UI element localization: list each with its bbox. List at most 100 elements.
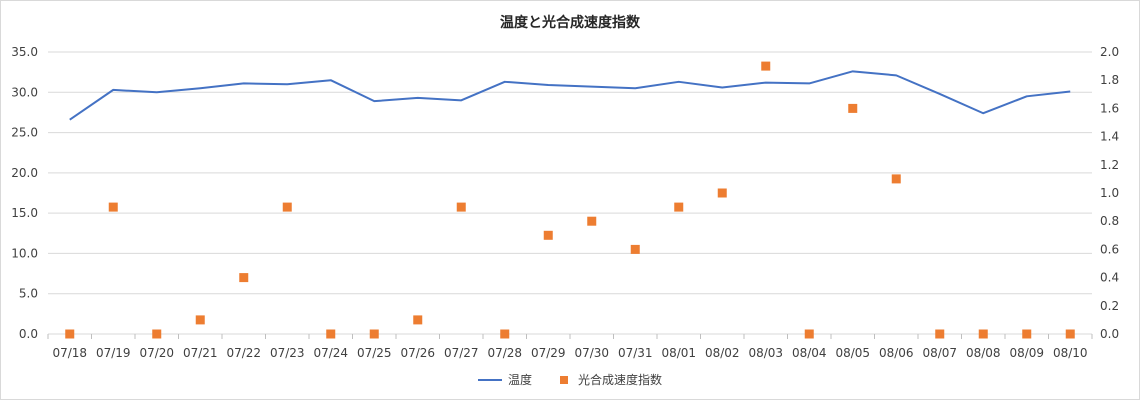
photosynthesis-point bbox=[761, 61, 771, 71]
photosynthesis-point bbox=[848, 103, 858, 113]
temperature-point bbox=[372, 99, 377, 104]
chart-title: 温度と光合成速度指数 bbox=[500, 15, 640, 31]
legend: 温度 光合成速度指数 bbox=[478, 372, 662, 387]
x-tick-label: 07/27 bbox=[444, 346, 479, 360]
x-tick-label: 07/31 bbox=[618, 346, 653, 360]
x-tick-label: 08/07 bbox=[922, 346, 957, 360]
x-tick-label: 08/01 bbox=[661, 346, 696, 360]
y-right-tick-label: 0.2 bbox=[1100, 299, 1119, 313]
temperature-point bbox=[676, 79, 681, 84]
temperature-point bbox=[720, 85, 725, 90]
series bbox=[65, 61, 1075, 339]
photosynthesis-point bbox=[935, 329, 945, 339]
temperature-point bbox=[1068, 89, 1073, 94]
y-left-tick-label: 25.0 bbox=[11, 126, 38, 140]
temperature-point bbox=[198, 86, 203, 91]
x-tick-label: 08/09 bbox=[1009, 346, 1044, 360]
x-tick-label: 07/18 bbox=[52, 346, 87, 360]
y-left-tick-label: 0.0 bbox=[19, 327, 38, 341]
y-left-tick-label: 30.0 bbox=[11, 85, 38, 99]
y-right-tick-label: 1.8 bbox=[1100, 73, 1119, 87]
y-left-tick-label: 35.0 bbox=[11, 45, 38, 59]
temperature-point bbox=[981, 111, 986, 116]
photosynthesis-point bbox=[195, 315, 205, 325]
temperature-point bbox=[850, 69, 855, 74]
temperature-point bbox=[589, 84, 594, 89]
temperature-point bbox=[285, 82, 290, 87]
y-right-tick-label: 1.6 bbox=[1100, 101, 1119, 115]
x-tick-label: 07/28 bbox=[487, 346, 522, 360]
photosynthesis-point bbox=[630, 244, 640, 254]
x-tick-label: 07/25 bbox=[357, 346, 392, 360]
photosynthesis-point bbox=[891, 174, 901, 184]
y-right-tick-label: 0.8 bbox=[1100, 214, 1119, 228]
photosynthesis-point bbox=[1065, 329, 1075, 339]
photosynthesis-point bbox=[239, 273, 249, 283]
photosynthesis-point bbox=[413, 315, 423, 325]
x-tick-label: 08/06 bbox=[879, 346, 914, 360]
temperature-point bbox=[328, 78, 333, 83]
temperature-point bbox=[1024, 94, 1029, 99]
temperature-point bbox=[894, 73, 899, 78]
x-tick-label: 07/21 bbox=[183, 346, 218, 360]
y-left-tick-label: 15.0 bbox=[11, 206, 38, 220]
x-tick-label: 07/19 bbox=[96, 346, 131, 360]
photosynthesis-point bbox=[500, 329, 510, 339]
x-tick-label: 07/26 bbox=[400, 346, 435, 360]
gridlines bbox=[48, 51, 1092, 335]
temperature-point bbox=[633, 86, 638, 91]
x-tick-label: 07/22 bbox=[226, 346, 261, 360]
photosynthesis-point bbox=[65, 329, 75, 339]
series-line-temperature bbox=[69, 70, 1071, 121]
temperature-point bbox=[67, 117, 72, 122]
x-tick-label: 08/05 bbox=[835, 346, 870, 360]
axes: 0.0 5.0 10.0 15.0 20.0 25.0 30.0 35.0 0.0 0.2 0.4 0… bbox=[11, 45, 1119, 360]
x-tick-label: 08/10 bbox=[1053, 346, 1088, 360]
x-tick-label: 07/30 bbox=[574, 346, 609, 360]
x-tick-label: 07/20 bbox=[139, 346, 174, 360]
temperature-point bbox=[241, 81, 246, 86]
photosynthesis-point bbox=[282, 202, 292, 212]
y-right-tick-label: 0.4 bbox=[1100, 271, 1119, 285]
x-tick-label: 08/04 bbox=[792, 346, 827, 360]
x-tick-label: 07/24 bbox=[313, 346, 348, 360]
x-tick-label: 08/08 bbox=[966, 346, 1001, 360]
y-right-tick-label: 1.2 bbox=[1100, 158, 1119, 172]
photosynthesis-point bbox=[587, 216, 597, 226]
temperature-point bbox=[937, 91, 942, 96]
y-right-tick-label: 1.0 bbox=[1100, 186, 1119, 200]
y-left-tick-label: 20.0 bbox=[11, 166, 38, 180]
y-right-tick-label: 0.6 bbox=[1100, 242, 1119, 256]
temperature-point bbox=[111, 87, 116, 92]
photosynthesis-point bbox=[674, 202, 684, 212]
temperature-point bbox=[807, 81, 812, 86]
photosynthesis-point bbox=[456, 202, 466, 212]
x-tick-label: 07/29 bbox=[531, 346, 566, 360]
y-right-tick-label: 2.0 bbox=[1100, 45, 1119, 59]
photosynthesis-point bbox=[543, 230, 553, 240]
temperature-point bbox=[415, 95, 420, 100]
x-tick-label: 08/03 bbox=[748, 346, 783, 360]
photosynthesis-point bbox=[369, 329, 379, 339]
y-left-tick-label: 10.0 bbox=[11, 246, 38, 260]
temperature-point bbox=[546, 83, 551, 88]
legend-square-swatch bbox=[560, 376, 568, 384]
legend-label-temperature: 温度 bbox=[508, 372, 532, 387]
temperature-point bbox=[154, 90, 159, 95]
x-tick-label: 08/02 bbox=[705, 346, 740, 360]
y-left-tick-label: 5.0 bbox=[19, 287, 38, 301]
legend-label-photosynthesis: 光合成速度指数 bbox=[578, 372, 662, 387]
photosynthesis-point bbox=[152, 329, 162, 339]
temperature-point bbox=[459, 98, 464, 103]
photosynthesis-point bbox=[717, 188, 727, 198]
photosynthesis-point bbox=[804, 329, 814, 339]
photosynthesis-point bbox=[108, 202, 118, 212]
photosynthesis-point bbox=[1022, 329, 1032, 339]
y-right-tick-label: 1.4 bbox=[1100, 130, 1119, 144]
temperature-point bbox=[502, 79, 507, 84]
y-right-tick-label: 0.0 bbox=[1100, 327, 1119, 341]
photosynthesis-point bbox=[326, 329, 336, 339]
photosynthesis-point bbox=[978, 329, 988, 339]
